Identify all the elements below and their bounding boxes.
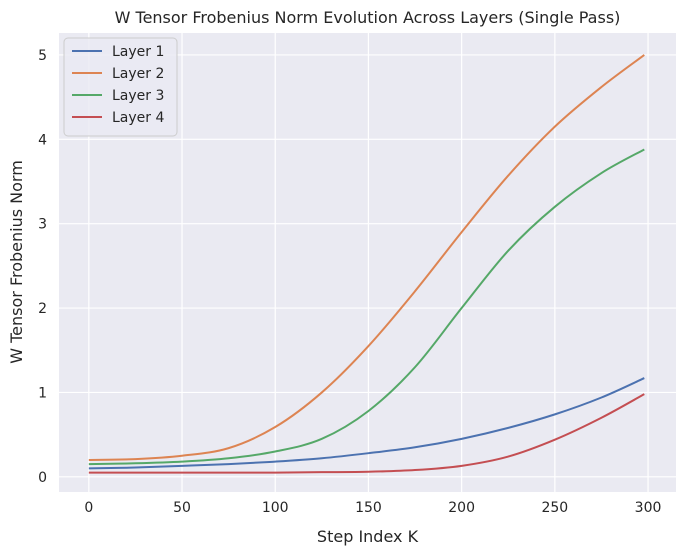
x-tick-label: 0 — [84, 500, 93, 516]
x-tick-label: 300 — [635, 500, 662, 516]
y-tick-labels: 0 1 2 3 4 5 — [38, 48, 47, 486]
y-tick-label: 0 — [38, 470, 47, 486]
legend-label: Layer 2 — [112, 66, 164, 82]
series-line-layer-4 — [88, 393, 645, 474]
legend-label: Layer 1 — [112, 44, 164, 60]
y-tick-label: 5 — [38, 48, 47, 64]
series-line-layer-1 — [88, 377, 645, 470]
series-line-layer-2 — [88, 54, 645, 461]
legend-label: Layer 4 — [112, 110, 164, 126]
legend-box — [63, 37, 178, 137]
x-tick-label: 150 — [355, 500, 382, 516]
y-tick-label: 2 — [38, 301, 47, 317]
series-lines — [88, 54, 645, 474]
y-axis-label: W Tensor Frobenius Norm — [7, 160, 26, 364]
y-tick-label: 3 — [38, 217, 47, 233]
y-tick-label: 4 — [38, 132, 47, 148]
series-line-layer-3 — [88, 148, 645, 466]
y-tick-label: 1 — [38, 385, 47, 401]
chart-title: W Tensor Frobenius Norm Evolution Across… — [115, 8, 621, 27]
x-tick-label: 50 — [173, 500, 191, 516]
x-tick-labels: 0 50 100 150 200 250 300 — [84, 500, 661, 516]
legend-label: Layer 3 — [112, 88, 164, 104]
x-tick-label: 200 — [448, 500, 475, 516]
x-tick-label: 250 — [541, 500, 568, 516]
x-tick-label: 100 — [262, 500, 289, 516]
grid — [59, 33, 676, 492]
x-axis-label: Step Index K — [317, 527, 419, 546]
legend: Layer 1 Layer 2 Layer 3 Layer 4 — [63, 37, 178, 137]
